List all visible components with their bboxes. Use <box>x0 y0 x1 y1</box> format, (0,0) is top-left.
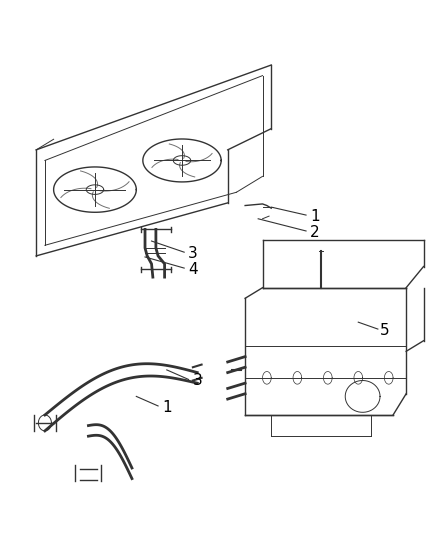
Text: 1: 1 <box>162 400 172 415</box>
Text: 3: 3 <box>192 373 202 388</box>
Text: 1: 1 <box>310 208 320 224</box>
Text: 3: 3 <box>188 246 198 261</box>
Text: 4: 4 <box>188 262 198 277</box>
Text: 5: 5 <box>380 322 389 337</box>
Text: 2: 2 <box>310 224 320 239</box>
